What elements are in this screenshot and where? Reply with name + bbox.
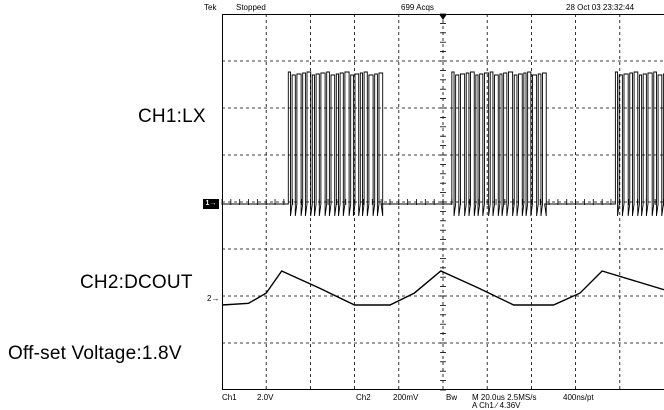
ch1-waveform [222, 71, 664, 217]
ch1-trace [222, 71, 664, 217]
run-state: Stopped [236, 3, 266, 12]
record-length: 400ns/pt [563, 393, 594, 402]
trigger-setting: A Ch1 ∕ 4.36V [472, 401, 521, 410]
ch2-scale: 200mV [393, 393, 419, 402]
datetime-stamp: 28 Oct 03 23:32:44 [566, 3, 635, 12]
brand-label: Tek [204, 3, 217, 12]
ch1-scale: 2.0V [257, 393, 274, 402]
ch1-name: Ch1 [222, 393, 237, 402]
ch2-label: CH2:DCOUT [80, 272, 193, 293]
timebase: M 20.0us 2.5MS/s [472, 393, 537, 402]
bandwidth-indicator: Bw [446, 393, 458, 402]
ch2-name: Ch2 [356, 393, 371, 402]
ch1-label: CH1:LX [138, 106, 206, 127]
ch1-ground-marker: 1→ [203, 199, 219, 209]
trigger-position-marker [439, 14, 447, 20]
ch2-ground-marker: 2→ [207, 294, 220, 303]
ch2-trace [221, 270, 664, 306]
acquisition-count: 699 Acqs [401, 3, 434, 12]
offset-voltage-label: Off-set Voltage:1.8V [8, 343, 182, 364]
